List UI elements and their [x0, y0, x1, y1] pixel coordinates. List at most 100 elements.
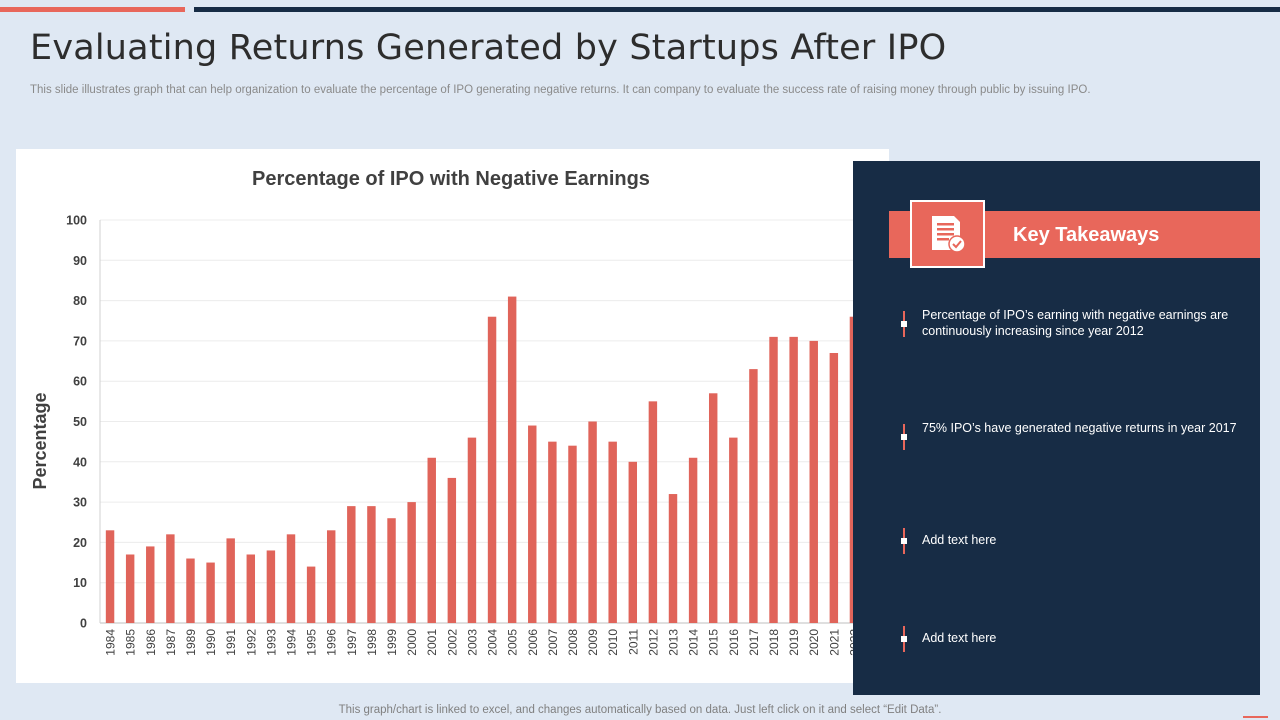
bar-1991: [226, 538, 235, 623]
x-tick-label: 2002: [445, 629, 459, 656]
bar-2013: [668, 494, 678, 623]
takeaways-icon-box: [910, 200, 985, 268]
bar-2008: [568, 445, 577, 623]
x-tick-label: 2015: [707, 629, 721, 656]
top-accent-bar-navy: [194, 7, 1280, 12]
chart-title: Percentage of IPO with Negative Earnings: [252, 168, 650, 190]
bullet-marker: [901, 528, 907, 554]
y-tick-label: 70: [73, 334, 87, 348]
y-tick-label: 50: [73, 415, 87, 429]
takeaways-heading: Key Takeaways: [1013, 224, 1160, 246]
x-tick-label: 1999: [385, 629, 399, 656]
bar-2007: [548, 441, 557, 623]
y-tick-label: 90: [73, 254, 87, 268]
y-tick-label: 100: [66, 214, 87, 228]
corner-accent: [1243, 716, 1268, 718]
bar-2001: [427, 457, 436, 623]
x-tick-label: 1997: [345, 629, 359, 656]
bar-1993: [266, 550, 276, 623]
bar-1994: [286, 534, 296, 623]
x-tick-label: 2001: [425, 629, 439, 656]
x-tick-label: 2004: [486, 629, 500, 656]
x-tick-label: 1985: [124, 629, 138, 656]
bar-1990: [206, 562, 215, 623]
x-tick-label: 2003: [465, 629, 479, 656]
bar-2015: [708, 393, 718, 623]
bar-2000: [407, 502, 416, 623]
bar-2003: [467, 437, 477, 623]
document-check-icon: [932, 216, 966, 253]
x-tick-label: 1989: [184, 629, 198, 656]
bar-1985: [125, 554, 135, 623]
x-tick-label: 1986: [144, 629, 158, 656]
x-tick-label: 1987: [164, 629, 178, 656]
x-tick-label: 1984: [104, 629, 118, 656]
takeaway-item-4: Add text here: [922, 631, 997, 645]
takeaway-item-1: Percentage of IPO’s earning with negativ…: [922, 308, 1229, 338]
bar-2020: [809, 340, 818, 623]
bar-2005: [507, 296, 517, 623]
x-tick-label: 2021: [827, 629, 841, 656]
bar-chart: Percentage of IPO with Negative Earnings…: [30, 168, 864, 656]
footer-note: This graph/chart is linked to excel, and…: [338, 704, 942, 716]
x-tick-label: 1995: [305, 629, 319, 656]
bar-2012: [648, 401, 658, 623]
x-tick-label: 1993: [264, 629, 278, 656]
y-axis-label: Percentage: [30, 392, 50, 489]
y-tick-label: 20: [73, 536, 87, 550]
x-tick-label: 2019: [787, 629, 801, 656]
page-subtitle: This slide illustrates graph that can he…: [30, 84, 1091, 96]
bar-2004: [487, 316, 497, 623]
takeaway-item-2: 75% IPO’s have generated negative return…: [922, 421, 1237, 435]
bars: [105, 296, 859, 623]
x-tick-label: 1992: [244, 629, 258, 656]
bar-1989: [186, 558, 195, 623]
x-tick-label: 2000: [405, 629, 419, 656]
bar-1987: [166, 534, 175, 623]
bar-1998: [367, 506, 376, 623]
bar-2016: [729, 437, 738, 623]
bar-1997: [347, 506, 356, 623]
x-tick-label: 2006: [526, 629, 540, 656]
x-tick-label: 2018: [767, 629, 781, 656]
y-tick-label: 40: [73, 455, 87, 469]
bar-2011: [628, 461, 638, 623]
x-tick-label: 2008: [566, 629, 580, 656]
chart-card: Percentage of IPO with Negative Earnings…: [16, 149, 889, 683]
x-tick-label: 2013: [667, 629, 681, 656]
bar-2017: [749, 369, 758, 623]
bar-1999: [387, 518, 396, 623]
x-axis-ticks: 1984 1985 1986 1987 1989 1990 1991 1992 1993 1994…: [104, 629, 862, 656]
top-accent-bar-red: [0, 7, 185, 12]
x-tick-label: 2017: [747, 629, 761, 656]
x-tick-label: 2014: [687, 629, 701, 656]
x-tick-label: 2020: [807, 629, 821, 656]
x-tick-label: 2012: [646, 629, 660, 656]
x-tick-label: 1990: [204, 629, 218, 656]
bar-1995: [306, 566, 316, 623]
y-tick-label: 80: [73, 294, 87, 308]
x-tick-label: 2007: [546, 629, 560, 656]
x-tick-label: 2005: [506, 629, 520, 656]
x-tick-label: 1994: [285, 629, 299, 656]
bullet-marker: [901, 424, 907, 450]
bar-2018: [769, 336, 778, 623]
bullet-marker: [901, 311, 907, 337]
bar-1984: [105, 530, 115, 623]
x-tick-label: 1998: [365, 629, 379, 656]
x-tick-label: 2011: [626, 629, 640, 655]
x-tick-label: 2009: [586, 629, 600, 656]
page-title: Evaluating Returns Generated by Startups…: [30, 28, 947, 68]
x-tick-label: 2010: [606, 629, 620, 656]
bar-2009: [588, 421, 597, 623]
x-tick-label: 2016: [727, 629, 741, 656]
y-tick-label: 0: [80, 617, 87, 631]
y-axis-ticks: 0 10 20 30 40 50 60 70 80 90 100: [66, 214, 87, 631]
y-tick-label: 10: [73, 576, 87, 590]
bar-2014: [688, 457, 698, 623]
y-tick-label: 30: [73, 496, 87, 510]
y-tick-label: 60: [73, 375, 87, 389]
bar-2019: [789, 336, 798, 623]
bar-1996: [326, 530, 336, 623]
bullet-marker: [901, 626, 907, 652]
